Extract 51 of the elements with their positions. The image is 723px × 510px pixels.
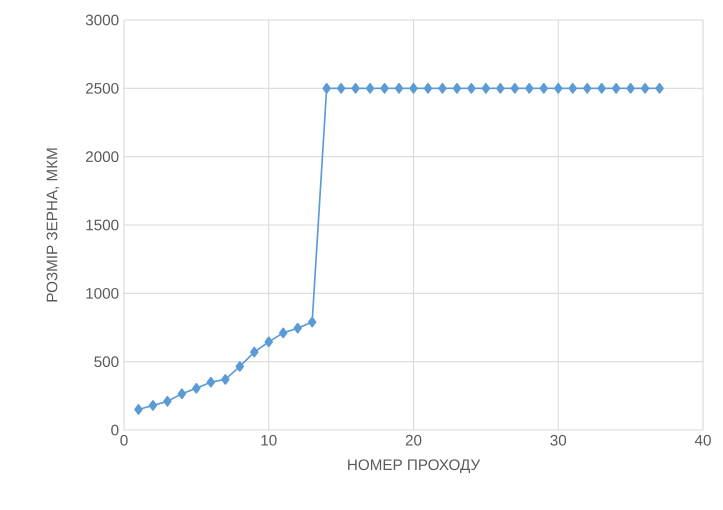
y-tick-label: 2500 [86, 82, 118, 94]
point [148, 400, 158, 411]
y-tick-label: 0 [111, 424, 119, 436]
point [278, 328, 288, 338]
point [322, 82, 331, 94]
point [525, 82, 534, 94]
x-tick-label: 10 [261, 434, 277, 446]
point [221, 374, 230, 385]
x-tick-label: 20 [406, 434, 422, 446]
y-tick-label: 500 [94, 356, 118, 368]
y-axis-title: РОЗМІР ЗЕРНА, МКМ [46, 148, 60, 302]
point [424, 82, 432, 94]
x-axis-title: НОМЕР ПРОХОДУ [348, 459, 480, 473]
y-tick-label: 1000 [86, 288, 118, 299]
point [366, 82, 374, 94]
point [540, 82, 548, 94]
point [380, 82, 389, 94]
x-tick-label: 30 [550, 434, 566, 446]
y-tick-label: 1500 [86, 220, 118, 230]
point [293, 322, 302, 334]
y-tick-label: 2000 [86, 151, 118, 162]
point [626, 82, 635, 94]
point [192, 382, 201, 394]
point [655, 82, 664, 94]
point [438, 82, 447, 94]
point [452, 82, 462, 94]
point [134, 404, 143, 415]
point [582, 82, 592, 94]
point [336, 82, 346, 94]
point [163, 396, 172, 407]
point [640, 82, 650, 94]
x-tick-label: 0 [120, 434, 128, 446]
point [612, 82, 620, 94]
point [510, 82, 520, 94]
y-tick-label: 3000 [86, 14, 118, 26]
point [264, 336, 274, 348]
point [554, 82, 563, 94]
point [496, 82, 505, 94]
point [568, 82, 577, 94]
point [409, 82, 418, 94]
point [482, 82, 490, 94]
x-tick-label: 40 [694, 434, 711, 446]
point [394, 82, 404, 94]
point [597, 82, 606, 94]
point [236, 361, 244, 372]
point [250, 346, 259, 358]
point [467, 82, 476, 94]
point [351, 82, 360, 94]
point [206, 376, 216, 388]
point [178, 388, 186, 400]
point [308, 316, 316, 328]
